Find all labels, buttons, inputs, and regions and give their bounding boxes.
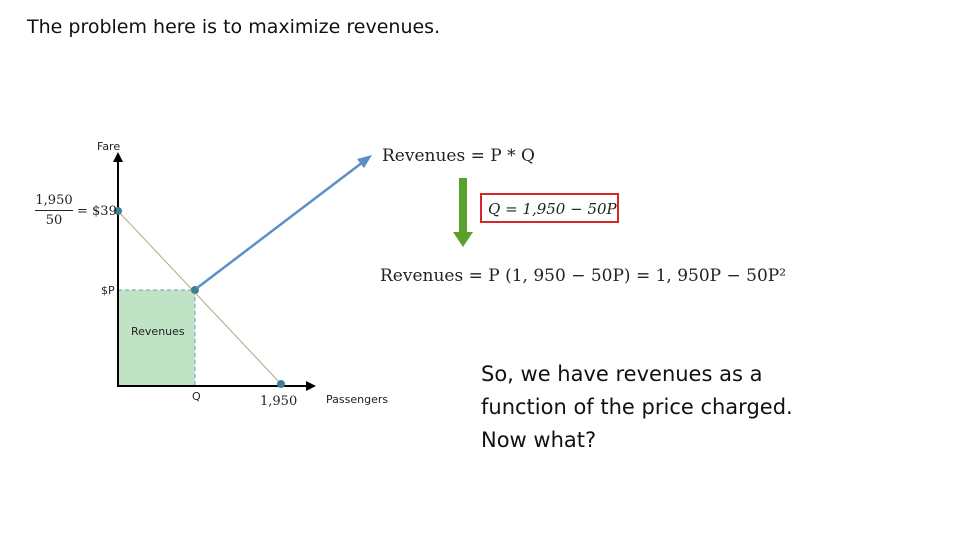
x-intercept-label: 1,950 — [260, 394, 298, 409]
demand-equation: Q = 1,950 − 50P — [488, 200, 617, 218]
fraction-numerator: 1,950 — [35, 193, 73, 211]
revenue-function-equation: Revenues = P (1, 950 − 50P) = 1, 950P − … — [380, 266, 787, 286]
intercept-fraction: 1,950 50 — [35, 193, 73, 228]
revenue-area — [118, 290, 195, 386]
y-axis-arrowhead — [113, 152, 123, 162]
demand-equation-box: Q = 1,950 − 50P — [480, 193, 619, 223]
y-intercept-point — [114, 207, 122, 215]
fraction-denominator: 50 — [45, 213, 63, 228]
revenue-definition-equation: Revenues = P * Q — [382, 146, 535, 166]
slide-title: The problem here is to maximize revenues… — [27, 16, 441, 38]
x-intercept-point — [277, 380, 285, 388]
blue-arrow-head — [357, 155, 372, 168]
intercept-value: = $39 — [77, 204, 117, 219]
area-label: Revenues — [131, 325, 185, 338]
note-line: function of the price charged. — [481, 395, 793, 419]
price-label: $P — [101, 284, 115, 297]
x-axis-arrowhead — [306, 381, 316, 391]
note-line: So, we have revenues as a — [481, 362, 763, 386]
x-axis-label: Passengers — [326, 393, 389, 406]
green-arrow-head — [453, 232, 473, 247]
quantity-label: Q — [192, 390, 201, 403]
blue-arrow-line — [196, 161, 364, 289]
slide-note: So, we have revenues as a function of th… — [481, 358, 841, 457]
note-line: Now what? — [481, 428, 597, 452]
demand-line — [117, 210, 282, 385]
y-axis-label: Fare — [97, 140, 121, 153]
green-arrow-shaft — [459, 178, 467, 233]
